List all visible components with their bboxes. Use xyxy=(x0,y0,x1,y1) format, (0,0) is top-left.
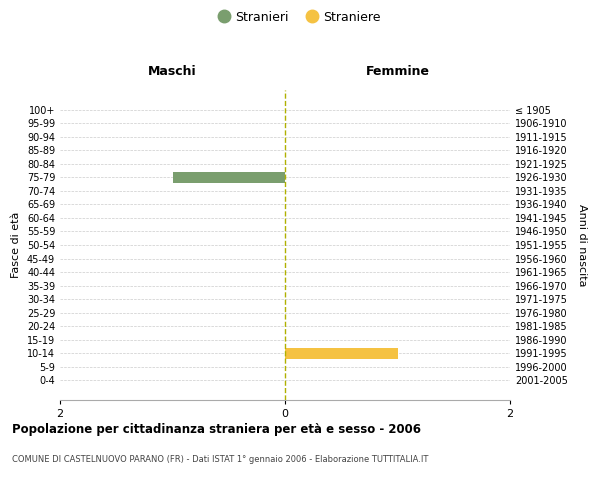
Text: Popolazione per cittadinanza straniera per età e sesso - 2006: Popolazione per cittadinanza straniera p… xyxy=(12,422,421,436)
Y-axis label: Anni di nascita: Anni di nascita xyxy=(577,204,587,286)
Text: COMUNE DI CASTELNUOVO PARANO (FR) - Dati ISTAT 1° gennaio 2006 - Elaborazione TU: COMUNE DI CASTELNUOVO PARANO (FR) - Dati… xyxy=(12,455,428,464)
Legend: Stranieri, Straniere: Stranieri, Straniere xyxy=(214,6,386,29)
Y-axis label: Fasce di età: Fasce di età xyxy=(11,212,21,278)
Text: Femmine: Femmine xyxy=(365,64,430,78)
Bar xyxy=(173,172,285,182)
Bar xyxy=(285,348,398,359)
Text: Maschi: Maschi xyxy=(148,64,197,78)
